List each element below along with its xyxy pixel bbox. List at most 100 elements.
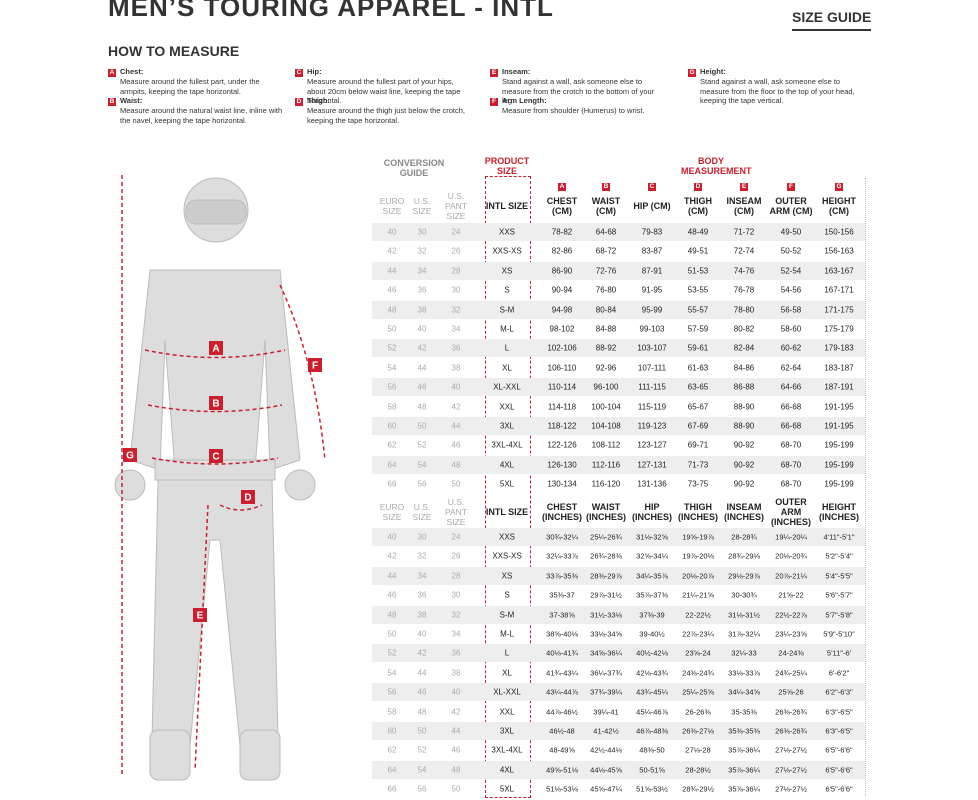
cell: 42	[417, 648, 427, 658]
cell: 5'2"-5'4"	[825, 551, 853, 561]
badge: E	[490, 69, 498, 77]
cell: 46	[417, 687, 427, 697]
size-guide-link[interactable]: SIZE GUIDE	[792, 9, 872, 31]
measure-item: G Height: Stand against a wall, ask someon…	[688, 67, 863, 106]
cell: 62	[387, 440, 397, 450]
cell: 108-112	[591, 440, 621, 450]
cell: 33⅛-34⅝	[590, 629, 622, 639]
cell: 66	[387, 479, 397, 489]
cell: 49-50	[780, 227, 802, 237]
cell: M-L	[500, 629, 514, 639]
measure-name: Thigh:	[307, 96, 330, 105]
cell: 31⅛-31½	[728, 610, 760, 620]
cell: 41-42½	[593, 726, 619, 736]
measure-text: Measure from shoulder (Humerus) to wrist…	[502, 106, 645, 115]
group-header: BODY MEASUREMENT	[681, 156, 752, 176]
cell: 56-58	[780, 305, 802, 315]
cell: 4XL	[499, 460, 515, 470]
cell: 60-62	[780, 343, 802, 353]
cell: 48-49	[687, 227, 709, 237]
row-shade	[372, 378, 865, 397]
cell: 103-107	[637, 343, 667, 353]
row-shade	[372, 223, 865, 241]
cell: 46½-48	[549, 726, 575, 736]
cell: 46⅞-48⅜	[636, 726, 668, 736]
cell: 40½-42⅛	[636, 648, 668, 658]
cell: 27⅛-28	[685, 745, 711, 755]
cell: 86-88	[733, 382, 755, 392]
column-letter: G	[835, 183, 843, 191]
cell: 48	[417, 402, 427, 412]
cell: 36	[451, 648, 461, 658]
cell: 33⅞-35⅜	[546, 571, 578, 581]
cell: 5'7"-5'8"	[825, 610, 853, 620]
cell: 32	[451, 305, 461, 315]
cell: 40	[417, 629, 427, 639]
label-badge	[209, 449, 223, 463]
cell: 98-102	[549, 324, 575, 334]
cell: 88-90	[733, 421, 755, 431]
column-header: U.S. PANT SIZE	[444, 191, 468, 221]
cell: 40	[417, 324, 427, 334]
cell: 36¼-37¾	[590, 668, 622, 678]
cell: 71-72	[733, 227, 755, 237]
column-letter: A	[558, 183, 566, 191]
cell: 32	[451, 610, 461, 620]
row-shade	[372, 528, 865, 546]
cell: 58	[387, 707, 397, 717]
cell: 45⅝-47¼	[590, 784, 622, 794]
cell: 52	[387, 343, 397, 353]
cell: 115-119	[637, 402, 667, 412]
cell: 42	[451, 402, 461, 412]
cell: 30	[417, 532, 427, 542]
cell: 36	[451, 343, 461, 353]
cell: 35⅜-37	[549, 590, 575, 600]
cell: 46	[451, 440, 461, 450]
cell: XXS-XS	[492, 551, 522, 561]
cell: 22½-22⅞	[775, 610, 807, 620]
label-badge	[209, 341, 223, 355]
cell: 59-61	[687, 343, 709, 353]
cell: 32¼-33⅞	[546, 551, 578, 561]
cell: 48⅜-50	[639, 745, 665, 755]
cell: 5'6"-5'7"	[825, 590, 853, 600]
cell: 24-24⅜	[778, 648, 804, 658]
cell: 127-131	[637, 460, 667, 470]
badge: A	[108, 69, 116, 77]
cell: 167-171	[824, 285, 854, 295]
cell: 50	[387, 629, 397, 639]
cell: 29⅞-31½	[590, 590, 622, 600]
cell: 44	[417, 668, 427, 678]
column-header: WAIST (CM)	[591, 196, 621, 216]
cell: 28⅜-29⅞	[590, 571, 622, 581]
cell: 49⅝-51⅛	[546, 765, 578, 775]
row-shade	[372, 300, 865, 319]
cell: 44	[417, 363, 427, 373]
cell: 96-100	[593, 382, 619, 392]
cell: 25¼-26¾	[590, 532, 622, 542]
product-size-frame	[485, 176, 531, 798]
cell: 83-87	[641, 246, 663, 256]
column-header: INTL SIZE	[485, 201, 529, 211]
cell: 6'-6'2"	[828, 668, 850, 678]
cell: S-M	[499, 305, 515, 315]
cell: 35⅞-36¼	[728, 745, 760, 755]
measure-name: Waist:	[120, 96, 143, 105]
cell: 3XL	[499, 421, 515, 431]
measure-text: Measure around the fullest part, under t…	[120, 77, 260, 96]
cell: 26⅜-26¾	[775, 726, 807, 736]
cell: 60	[387, 421, 397, 431]
cell: 44	[387, 571, 397, 581]
column-header: EURO SIZE	[379, 196, 405, 216]
measure-text: Stand against a wall, ask someone else t…	[700, 77, 855, 105]
cell: 84-88	[595, 324, 617, 334]
row-shade	[372, 339, 865, 358]
cell: 26⅜-27⅛	[682, 726, 714, 736]
cell: 5XL	[499, 479, 515, 489]
cell: 78-82	[551, 227, 573, 237]
cell: 107-111	[637, 363, 667, 373]
column-letter: B	[602, 183, 610, 191]
column-header: U.S. SIZE	[412, 502, 432, 522]
cell: 72-74	[733, 246, 755, 256]
